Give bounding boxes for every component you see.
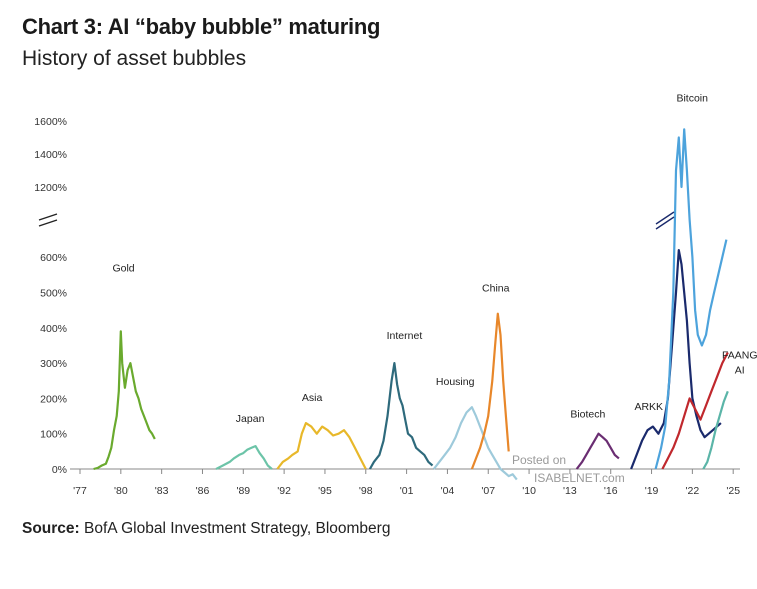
series-line-bitcoin: [654, 128, 728, 470]
series-label-gold: Gold: [112, 262, 134, 274]
series-layer: [93, 128, 729, 481]
label-layer: Gold Japan Asia Internet Housing China Biotech…: [112, 92, 757, 425]
series-label-bitcoin: Bitcoin: [676, 92, 708, 104]
axis-layer: '77 '80 '83 '86 '89 '92 '95 '98 '01 '04 '07 '10 '13 '…: [34, 116, 740, 497]
x-tick-label: '98: [359, 485, 373, 497]
series-break-mark: [655, 216, 675, 230]
y-tick-label: 400%: [40, 323, 67, 335]
x-tick-label: '95: [318, 485, 332, 497]
chart-plot: '77 '80 '83 '86 '89 '92 '95 '98 '01 '04 '07 '10 '13 '…: [34, 92, 757, 497]
chart-title: Chart 3: AI “baby bubble” maturing: [22, 14, 381, 39]
x-tick-label: '13: [563, 485, 577, 497]
x-tick-label: '92: [277, 485, 291, 497]
series-line-biotech: [575, 432, 620, 470]
axis-break-mark: [38, 219, 58, 227]
x-tick-label: '86: [196, 485, 210, 497]
source-label: Source:: [22, 520, 80, 537]
y-tick-label: 0%: [52, 464, 67, 476]
y-tick-label: 500%: [40, 288, 67, 300]
source-note: Source: BofA Global Investment Strategy,…: [22, 520, 390, 538]
axis-break-mark: [38, 213, 58, 221]
y-tick-label: 100%: [40, 429, 67, 441]
series-label-faang: FAANG: [722, 350, 757, 362]
x-tick-label: '83: [155, 485, 169, 497]
series-line-asia: [276, 422, 367, 470]
series-line-arkk: [630, 249, 722, 470]
x-tick-label: '22: [686, 485, 700, 497]
series-label-internet: Internet: [387, 330, 423, 342]
series-break-mark: [655, 211, 675, 225]
x-tick-label: '19: [645, 485, 659, 497]
series-line-ai: [702, 390, 729, 470]
source-text: BofA Global Investment Strategy, Bloombe…: [79, 520, 391, 537]
y-tick-label: 200%: [40, 393, 67, 405]
y-tick-label: 300%: [40, 358, 67, 370]
y-tick-label: 1400%: [34, 149, 67, 161]
series-line-japan: [215, 445, 273, 470]
series-label-asia: Asia: [302, 392, 323, 404]
chart-subtitle: History of asset bubbles: [22, 47, 247, 70]
x-tick-label: '10: [522, 485, 536, 497]
x-tick-label: '77: [73, 485, 87, 497]
y-tick-label: 600%: [40, 252, 67, 264]
x-tick-label: '01: [400, 485, 414, 497]
watermark-line2: ISABELNET.com: [534, 471, 625, 485]
series-line-faang: [661, 351, 729, 470]
series-line-housing: [432, 406, 518, 481]
watermark-line1: Posted on: [512, 453, 566, 467]
series-label-japan: Japan: [236, 413, 265, 425]
series-line-gold: [93, 330, 156, 471]
x-tick-label: '25: [726, 485, 740, 497]
series-label-housing: Housing: [436, 376, 475, 388]
x-tick-label: '89: [236, 485, 250, 497]
series-label-ai: AI: [735, 364, 745, 376]
watermark: Posted on ISABELNET.com: [512, 453, 625, 485]
x-tick-label: '07: [481, 485, 495, 497]
y-tick-label: 1200%: [34, 182, 67, 194]
series-label-china: China: [482, 283, 510, 295]
x-tick-label: '80: [114, 485, 128, 497]
x-tick-label: '16: [604, 485, 618, 497]
y-tick-label: 1600%: [34, 116, 67, 128]
series-line-internet: [368, 362, 434, 470]
series-label-arkk: ARKK: [634, 401, 663, 413]
series-line-china: [470, 312, 510, 470]
x-tick-label: '04: [441, 485, 455, 497]
series-label-biotech: Biotech: [570, 409, 605, 421]
